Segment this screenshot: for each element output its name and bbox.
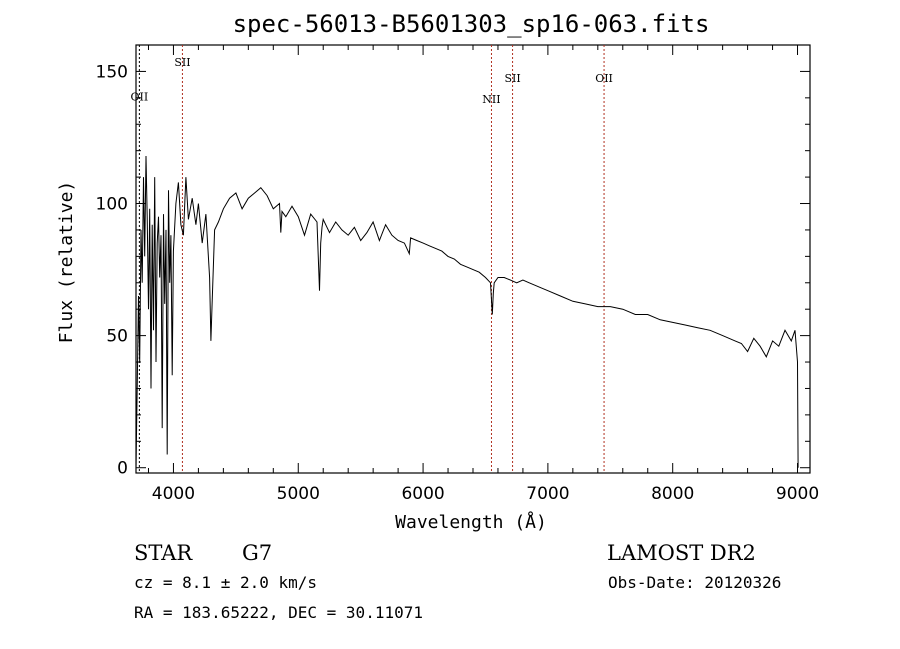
x-tick-label: 5000 [277,484,320,504]
emission-line-label: SII [174,56,190,69]
object-subclass: G7 [242,541,272,565]
y-tick-label: 50 [106,327,128,347]
emission-line-label: SII [504,72,520,85]
y-axis-label: Flux (relative) [56,181,77,344]
emission-lines: OII SII NII SII OII [131,45,613,473]
emission-line-label: OII [131,90,149,103]
y-tick-label: 150 [96,62,128,82]
x-axis-label: Wavelength (Å) [395,511,547,533]
plot-frame [135,44,811,474]
x-axis-ticks: 4000 5000 6000 7000 8000 9000 [147,45,819,504]
obs-date-text: Obs-Date: 20120326 [608,573,781,592]
redshift-text: cz = 8.1 ± 2.0 km/s [134,573,317,592]
object-class: STAR [134,541,193,565]
plot-area: OII SII NII SII OII 4000 5000 6000 7000 8000 9000… [96,44,819,504]
x-tick-label: 7000 [526,484,569,504]
y-tick-label: 0 [117,459,128,479]
y-axis-ticks: 0 50 100 150 [96,62,810,479]
emission-line-label: NII [482,93,500,106]
x-tick-label: 9000 [776,484,819,504]
survey-name: LAMOST DR2 [607,541,756,565]
spectrum-info: STAR G7 LAMOST DR2 cz = 8.1 ± 2.0 km/s O… [134,541,781,622]
x-tick-label: 6000 [401,484,444,504]
chart-title: spec-56013-B5601303_sp16-063.fits [233,10,710,38]
emission-line-label: OII [595,72,613,85]
spectrum-line [135,155,799,468]
x-tick-label: 8000 [651,484,694,504]
y-tick-label: 100 [96,195,128,215]
coordinates-text: RA = 183.65222, DEC = 30.11071 [134,603,423,622]
x-tick-label: 4000 [152,484,195,504]
